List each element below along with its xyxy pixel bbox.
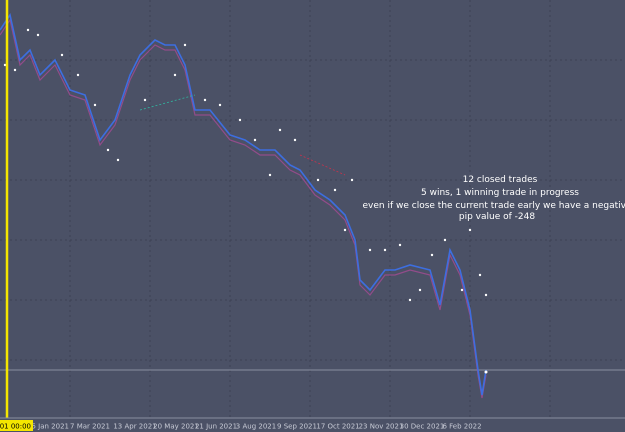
x-tick-label: 9 Sep 2021	[277, 423, 317, 431]
price-line	[0, 12, 487, 396]
x-tick-label: 20 May 2021	[153, 423, 199, 431]
x-tick-label: 30 Dec 2021	[400, 423, 445, 431]
time-marker-box	[0, 420, 33, 431]
x-tick-label: 25 Jan 2021	[27, 423, 69, 431]
x-axis-band	[0, 418, 625, 432]
trade-line	[299, 154, 346, 176]
annotation-line: even if we close the current trade early…	[363, 201, 625, 211]
annotation: 12 closed trades 5 wins, 1 winning trade…	[363, 175, 625, 222]
annotation-line: pip value of -248	[459, 212, 535, 222]
x-tick-label: 23 Nov 2021	[359, 423, 404, 431]
x-tick-label: 17 Oct 2021	[316, 423, 359, 431]
x-tick-label: 21 Jun 2021	[195, 423, 237, 431]
annotation-line: 5 wins, 1 winning trade in progress	[421, 188, 579, 198]
indicator-dots	[3, 28, 488, 374]
price-wicks	[0, 18, 487, 399]
time-marker: 01.01 00:00	[0, 423, 31, 431]
x-tick-label: 13 Apr 2021	[113, 423, 156, 431]
x-tick-label: 7 Mar 2021	[70, 423, 110, 431]
trade-line	[139, 94, 196, 111]
x-tick-label: 6 Feb 2022	[442, 423, 481, 431]
x-tick-label: 3 Aug 2021	[236, 423, 276, 431]
annotation-line: 12 closed trades	[463, 175, 538, 185]
grid	[0, 0, 625, 418]
